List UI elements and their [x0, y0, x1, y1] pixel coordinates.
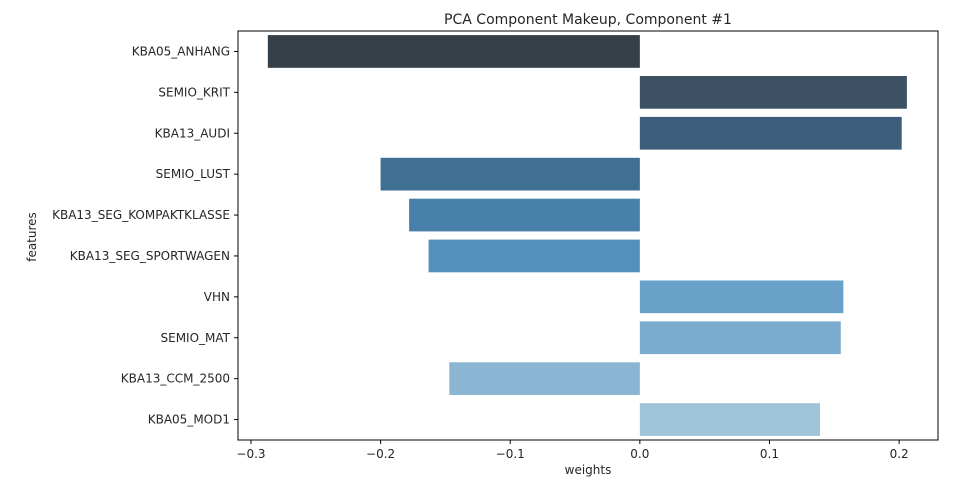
bar	[639, 321, 841, 355]
y-tick-label: KBA13_SEG_SPORTWAGEN	[70, 249, 230, 263]
y-tick-label: KBA13_SEG_KOMPAKTKLASSE	[52, 208, 230, 222]
x-tick-label: 0.2	[890, 447, 909, 461]
bar	[449, 362, 640, 396]
bar	[639, 280, 844, 314]
chart-title: PCA Component Makeup, Component #1	[444, 12, 732, 28]
y-tick-label: KBA05_MOD1	[148, 413, 230, 427]
bar	[267, 35, 640, 68]
bar	[409, 198, 640, 232]
y-tick-label: SEMIO_KRIT	[158, 85, 230, 99]
bar	[428, 239, 640, 273]
x-tick-label: −0.2	[366, 447, 395, 461]
y-tick-label: KBA13_CCM_2500	[121, 372, 230, 386]
y-axis-label: features	[25, 212, 39, 262]
x-tick-label: −0.1	[496, 447, 525, 461]
x-tick-label: 0.0	[630, 447, 649, 461]
y-tick-label: KBA13_AUDI	[155, 126, 230, 140]
x-tick-label: −0.3	[236, 447, 265, 461]
bar	[380, 157, 640, 191]
bar	[639, 403, 821, 436]
y-tick-label: SEMIO_LUST	[156, 167, 231, 181]
x-axis-label: weights	[565, 463, 612, 477]
y-tick-label: SEMIO_MAT	[161, 331, 231, 345]
plot-frame	[237, 30, 939, 441]
bar	[639, 75, 907, 109]
x-tick-label: 0.1	[760, 447, 779, 461]
y-tick-label: VHN	[204, 290, 230, 304]
plot-area: KBA05_ANHANG SEMIO_KRIT KBA13_AUDI SEMIO_LU…	[52, 30, 939, 461]
bar	[639, 116, 902, 150]
y-tick-label: KBA05_ANHANG	[132, 44, 230, 58]
